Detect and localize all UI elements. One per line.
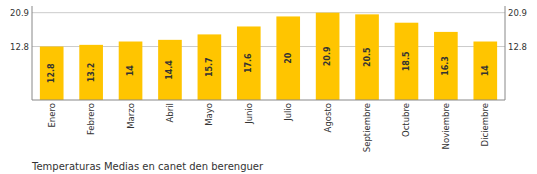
- bar: [79, 45, 103, 100]
- y-tick-label: 12.8: [10, 42, 29, 52]
- data-label: 13.2: [87, 63, 96, 83]
- bar: [355, 14, 379, 100]
- x-axis: Enero Febrero Marzo Abril Mayo Junio Julio Agos…: [47, 103, 491, 152]
- y2-tick-label: 12.8: [508, 42, 527, 52]
- x-tick-label: Agosto: [323, 103, 333, 132]
- bar: [40, 47, 64, 100]
- data-labels: 12.8 13.2 14 14.4 15.7 17.6 20 20.9 20.5 18.5 16.3…: [47, 46, 490, 83]
- bar: [434, 32, 458, 100]
- x-tick-label: Enero: [47, 103, 57, 128]
- data-label: 15.7: [205, 57, 214, 77]
- data-label: 16.3: [441, 56, 450, 76]
- y-axis-line: [32, 6, 33, 100]
- data-label: 12.8: [47, 63, 56, 83]
- y-axis: 12.8 20.9: [10, 8, 29, 52]
- bar: [316, 13, 340, 100]
- bar: [119, 42, 143, 100]
- chart: 12.8 13.2 14 14.4 15.7 17.6 20 20.9 20.5 18.5 16.3…: [0, 0, 537, 174]
- data-label: 20: [284, 52, 293, 64]
- data-label: 17.6: [244, 53, 253, 73]
- x-tick-label: Mayo: [204, 103, 214, 126]
- y2-axis: 12.8 20.9: [508, 8, 527, 52]
- data-label: 18.5: [402, 51, 411, 71]
- x-tick-label: Febrero: [86, 103, 96, 135]
- bar: [237, 26, 261, 100]
- bar: [276, 16, 300, 100]
- y2-tick-label: 20.9: [508, 8, 527, 18]
- bar: [158, 40, 182, 100]
- x-tick-label: Marzo: [126, 103, 136, 129]
- x-tick-label: Junio: [244, 103, 254, 125]
- title: Temperaturas Medias en canet den berengu…: [31, 161, 264, 172]
- bar: [473, 42, 497, 100]
- x-tick-label: Septiembre: [362, 103, 372, 152]
- data-label: 14: [481, 65, 490, 77]
- y-tick-label: 20.9: [10, 8, 29, 18]
- bars: [40, 13, 497, 100]
- bar: [198, 34, 222, 100]
- data-label: 20.5: [363, 47, 372, 67]
- data-label: 14: [126, 65, 135, 77]
- x-tick-label: Abril: [165, 103, 175, 122]
- y2-axis-line: [505, 6, 506, 100]
- data-label: 20.9: [323, 46, 332, 66]
- x-tick-label: Diciembre: [480, 103, 490, 146]
- data-label: 14.4: [165, 60, 174, 80]
- grid-line: [32, 12, 505, 13]
- x-tick-label: Julio: [283, 103, 293, 122]
- x-tick-label: Noviembre: [441, 103, 451, 149]
- x-tick-label: Octubre: [401, 103, 411, 137]
- bar: [395, 23, 419, 100]
- x-axis-line: [32, 100, 505, 101]
